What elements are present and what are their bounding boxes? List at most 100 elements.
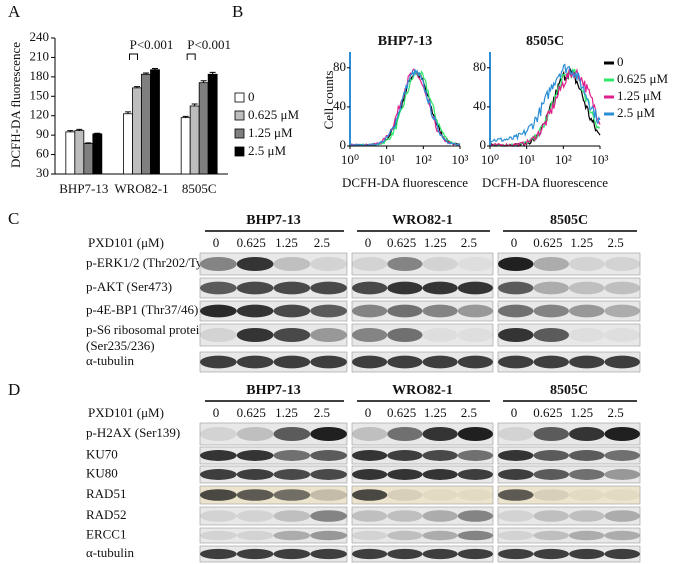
cell-line-header: 8505C	[550, 383, 588, 398]
blot-band	[200, 469, 237, 480]
blot-band	[498, 489, 534, 501]
legend-label: 1.25 μM	[617, 88, 662, 103]
blot-band	[200, 327, 237, 343]
blot-band	[533, 426, 569, 442]
blot-band	[310, 281, 347, 295]
legend-label: 0.625 μM	[617, 71, 668, 86]
blot-band	[569, 469, 605, 480]
x-tick-label: 10²	[415, 152, 432, 167]
legend-label: 2.5 μM	[617, 105, 655, 120]
dose-label: 1.25	[570, 235, 593, 250]
dose-label: 1.25	[424, 405, 447, 420]
row-label: p-4E-BP1 (Thr37/46)	[86, 302, 198, 317]
blot-band	[604, 489, 640, 501]
blot-band	[457, 530, 493, 541]
blot-band	[457, 304, 493, 318]
blot-band	[352, 355, 388, 369]
error-bar	[125, 111, 131, 114]
dose-label: 2.5	[608, 235, 624, 250]
blot-band	[352, 510, 388, 522]
legend-swatch	[234, 128, 245, 139]
error-bar	[76, 128, 83, 131]
legend-label: 0	[617, 54, 624, 69]
blot-band	[569, 256, 605, 272]
blot-band	[569, 450, 605, 461]
dose-label: 0.625	[387, 235, 416, 250]
blot-band	[352, 304, 388, 318]
histogram-curve	[489, 67, 601, 148]
blot-band	[422, 489, 458, 501]
error-bar	[67, 130, 74, 132]
bracket	[186, 53, 196, 60]
row-label: p-H2AX (Ser139)	[86, 425, 180, 440]
y-tick-label: 150	[30, 87, 50, 102]
blot-band	[387, 355, 423, 369]
blot-band	[273, 426, 311, 442]
x-axis-label: DCFH-DA fluorescence	[342, 175, 468, 190]
blot-band	[422, 548, 458, 560]
x-tick-label: 10²	[555, 152, 572, 167]
panel-label: A	[8, 2, 21, 21]
histogram-curve	[349, 72, 461, 147]
dose-label: 2.5	[461, 405, 477, 420]
blot-band	[200, 510, 237, 522]
bar	[83, 143, 94, 175]
row-label: ERCC1	[86, 526, 126, 541]
blot-band	[236, 256, 274, 272]
blot-band	[310, 426, 347, 442]
blot-band	[352, 426, 388, 442]
blot-band	[236, 327, 274, 343]
blot-band	[387, 304, 423, 318]
blot-band	[457, 469, 493, 480]
blot-band	[200, 281, 237, 295]
x-tick-label: 10³	[452, 152, 469, 167]
blot-band	[422, 426, 458, 442]
blot-band	[200, 450, 237, 461]
blot-band	[604, 355, 640, 369]
blot-band	[352, 256, 388, 272]
dose-label: 0	[511, 405, 518, 420]
x-axis-label: DCFH-DA fluorescence	[482, 175, 608, 190]
bar	[141, 73, 151, 175]
blot-band	[273, 510, 311, 522]
blot-band	[310, 510, 347, 522]
blot-band	[569, 327, 605, 343]
blot-band	[236, 426, 274, 442]
bar	[65, 131, 76, 175]
blot-band	[310, 548, 347, 560]
blot-band	[498, 256, 534, 272]
panel-label: B	[232, 2, 243, 21]
dose-title: PXD101 (μM)	[88, 235, 164, 250]
x-tick-label: 10⁰	[481, 152, 499, 167]
dose-label: 0	[365, 235, 372, 250]
blot-band	[387, 548, 423, 560]
blot-band	[422, 355, 458, 369]
blot-band	[457, 548, 493, 560]
legend-label: 0.625 μM	[248, 107, 299, 122]
blot-band	[533, 304, 569, 318]
dose-label: 0.625	[533, 405, 562, 420]
blot-band	[457, 450, 493, 461]
annotation: P<0.001	[187, 37, 231, 52]
subplot-title: 8505C	[526, 34, 564, 49]
blot-band	[273, 450, 311, 461]
blot-band	[310, 355, 347, 369]
blot-band	[352, 469, 388, 480]
blot-band	[352, 530, 388, 541]
bar	[150, 69, 160, 175]
blot-band	[569, 304, 605, 318]
legend-label: 1.25 μM	[248, 125, 293, 140]
blot-band	[604, 548, 640, 560]
y-tick-label: 0	[480, 137, 487, 152]
x-tick-label: BHP7-13	[59, 181, 108, 196]
dose-label: 0	[213, 405, 220, 420]
row-label: p-S6 ribosomal protein	[86, 322, 206, 337]
blot-band	[533, 530, 569, 541]
x-tick-label: 10³	[592, 152, 609, 167]
blot-band	[569, 548, 605, 560]
blot-band	[273, 530, 311, 541]
blot-band	[604, 510, 640, 522]
panel-label: C	[8, 209, 19, 228]
y-tick-label: 80	[473, 59, 486, 74]
